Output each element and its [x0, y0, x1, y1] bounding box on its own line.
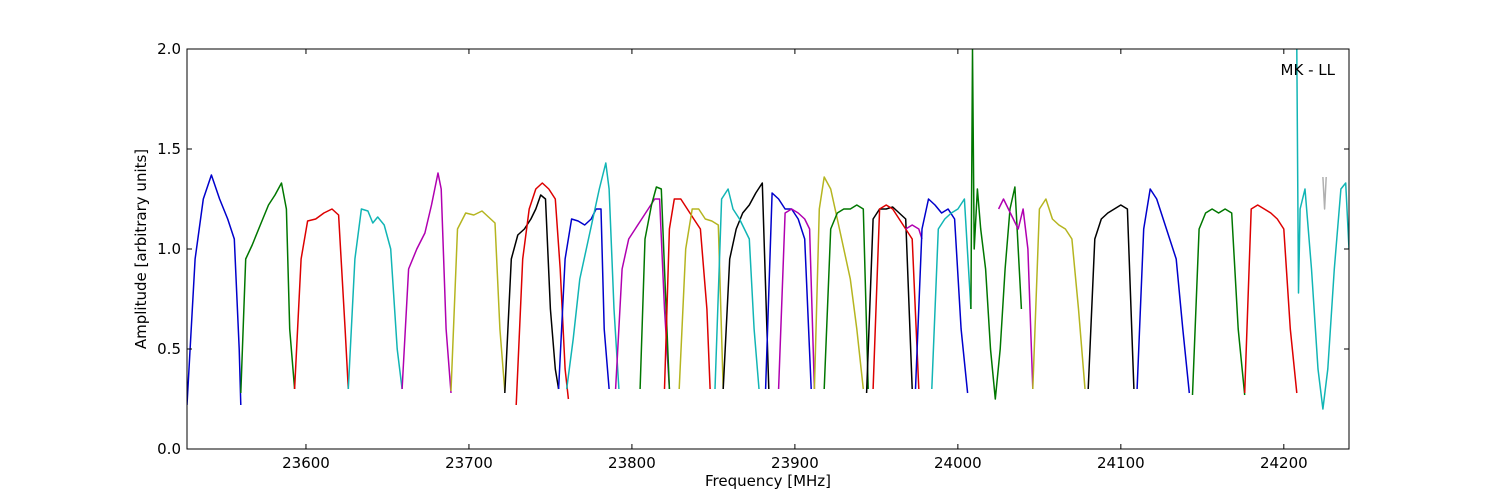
series-line-8 — [557, 208, 610, 390]
x-tick-label: 23700 — [445, 454, 493, 472]
x-tick-label: 23900 — [771, 454, 819, 472]
x-tick-label: 23800 — [608, 454, 656, 472]
series-line-12 — [663, 198, 711, 390]
x-tick-label: 24200 — [1260, 454, 1308, 472]
series-line-16 — [764, 192, 812, 390]
tick-layer: 23600 23700 23800 23900 24000 24100 24200 0.0 0.… — [157, 40, 1349, 472]
series-line-21 — [872, 204, 920, 390]
series-line-10 — [614, 198, 671, 390]
series-line-1 — [240, 182, 296, 394]
series-line-4 — [401, 172, 452, 394]
x-tick-label: 24100 — [1097, 454, 1145, 472]
y-tick-label: 0.0 — [157, 440, 181, 458]
series-line-14 — [722, 182, 770, 390]
series-line-29 — [1136, 188, 1191, 394]
series-line-27 — [1032, 198, 1086, 390]
x-axis-title: Frequency [MHz] — [705, 472, 831, 490]
y-axis-title: Amplitude [arbitrary units] — [132, 149, 150, 349]
series-layer — [187, 49, 1349, 410]
series-line-22 — [905, 224, 923, 240]
series-line-11 — [639, 186, 671, 390]
series-line-17 — [777, 208, 816, 390]
series-line-5 — [450, 210, 506, 392]
series-line-25 — [970, 49, 1023, 400]
series-line-30 — [1191, 208, 1246, 396]
series-line-18 — [813, 176, 865, 390]
series-line-24 — [931, 198, 972, 390]
series-line-15 — [714, 188, 760, 390]
series-line-3 — [347, 208, 403, 390]
x-tick-label: 24000 — [934, 454, 982, 472]
series-line-32 — [1296, 49, 1349, 410]
x-tick-label: 23600 — [282, 454, 330, 472]
y-tick-label: 1.0 — [157, 240, 181, 258]
series-line-33 — [1322, 176, 1327, 210]
y-tick-label: 1.5 — [157, 140, 181, 158]
series-line-20 — [865, 206, 913, 394]
y-tick-label: 0.5 — [157, 340, 181, 358]
chart-annotation: MK - LL — [1281, 61, 1336, 79]
y-tick-label: 2.0 — [157, 40, 181, 58]
series-line-23 — [914, 198, 969, 394]
series-line-0 — [187, 174, 242, 406]
series-line-26 — [997, 198, 1034, 390]
series-line-28 — [1087, 204, 1135, 390]
series-line-13 — [678, 208, 724, 390]
series-line-9 — [565, 162, 620, 390]
series-line-6 — [504, 194, 560, 394]
series-line-31 — [1243, 204, 1298, 394]
series-line-19 — [823, 204, 869, 390]
series-line-2 — [293, 208, 350, 390]
